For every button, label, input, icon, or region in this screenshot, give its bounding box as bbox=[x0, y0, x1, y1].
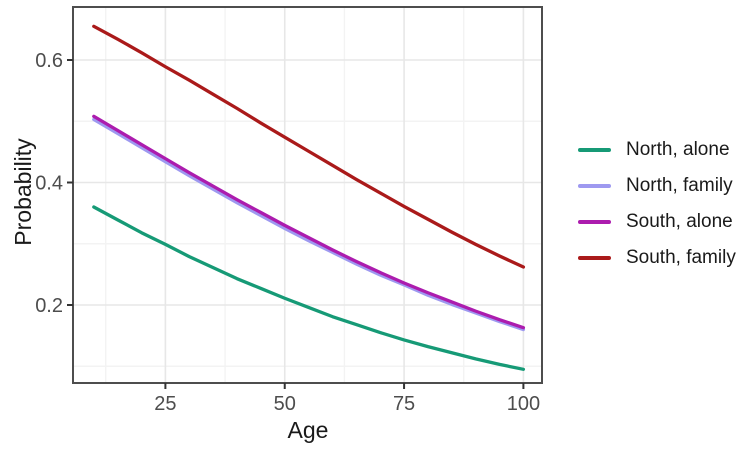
x-tick-label: 50 bbox=[274, 393, 296, 415]
x-tick-label: 25 bbox=[154, 393, 176, 415]
legend-item-0: North, alone bbox=[578, 132, 736, 168]
legend: North, alone North, family South, alone Sou… bbox=[578, 132, 736, 276]
legend-item-2: South, alone bbox=[578, 204, 736, 240]
series-line-0 bbox=[92, 205, 526, 371]
series-line-3 bbox=[92, 24, 526, 269]
legend-label: North, alone bbox=[626, 139, 730, 160]
y-axis-title: Probability bbox=[10, 138, 36, 246]
legend-item-3: South, family bbox=[578, 240, 736, 276]
y-tick-label: 0.6 bbox=[35, 50, 63, 72]
x-tick-label: 75 bbox=[393, 393, 415, 415]
y-tick-label: 0.2 bbox=[35, 295, 63, 317]
series-line-2 bbox=[92, 114, 526, 330]
legend-key-line bbox=[578, 148, 611, 152]
legend-item-1: North, family bbox=[578, 168, 736, 204]
panel-background bbox=[73, 7, 542, 383]
legend-key-line bbox=[578, 220, 611, 224]
legend-label: South, alone bbox=[626, 211, 733, 232]
y-tick-label: 0.4 bbox=[35, 173, 63, 195]
legend-label: South, family bbox=[626, 247, 736, 268]
x-tick-label: 100 bbox=[507, 393, 540, 415]
legend-key-line bbox=[578, 184, 611, 188]
panel-border bbox=[72, 6, 543, 384]
legend-key-line bbox=[578, 256, 611, 260]
x-axis-title: Age bbox=[287, 417, 329, 443]
legend-label: North, family bbox=[626, 175, 733, 196]
series-line-1 bbox=[92, 117, 526, 332]
